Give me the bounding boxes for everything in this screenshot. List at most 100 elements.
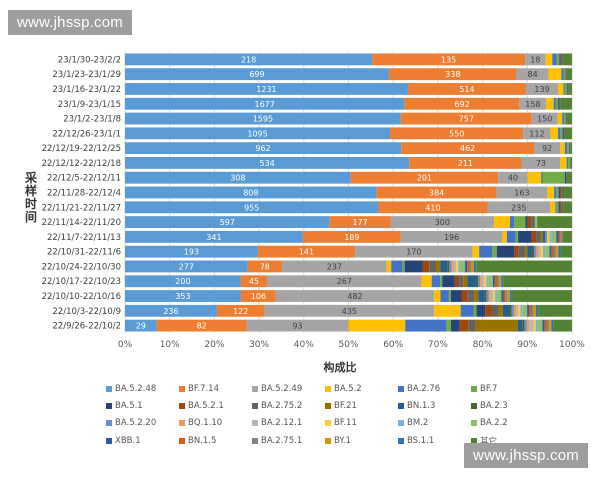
legend-swatch xyxy=(325,420,331,426)
data-label: 193 xyxy=(184,248,199,257)
bar-segment xyxy=(514,216,526,228)
bar-segment xyxy=(558,83,564,95)
legend-label: BA.5.2.20 xyxy=(115,418,157,428)
watermark-bottom: www.jhssp.com xyxy=(464,443,588,468)
bar-segment xyxy=(531,112,558,125)
bar-segment xyxy=(560,142,565,155)
bar-segment xyxy=(519,97,547,110)
bar-segment xyxy=(540,245,543,258)
bar-segment xyxy=(442,275,455,288)
bar-segment xyxy=(560,230,564,243)
chart-legend: BA.5.2.48 BF.7.14 BA.5.2.49 BA.5.2 BA.2.76 BF… xyxy=(106,384,546,447)
legend-label: BF.21 xyxy=(334,401,357,411)
bar-segment xyxy=(534,142,561,155)
bar-segment xyxy=(266,275,422,288)
bar-segment xyxy=(350,171,499,184)
bar-segment xyxy=(302,230,401,243)
bar-segment xyxy=(549,319,552,332)
bar-segment xyxy=(474,260,477,273)
bar-segment xyxy=(545,230,548,243)
legend-swatch xyxy=(471,438,477,444)
bar-segment xyxy=(125,142,402,155)
legend-label: BA.5.2.48 xyxy=(115,384,157,394)
legend-swatch xyxy=(398,403,404,409)
bar-segment xyxy=(404,260,423,273)
data-label: 341 xyxy=(206,233,221,242)
bar-segment xyxy=(492,245,497,258)
bar-segment xyxy=(125,245,258,258)
data-label: 93 xyxy=(292,322,302,331)
bar-segment xyxy=(533,319,536,332)
data-label: 384 xyxy=(429,189,444,198)
legend-item: BY.1 xyxy=(325,435,398,447)
bar-segment xyxy=(506,230,516,243)
data-label: 29 xyxy=(136,322,146,331)
legend-item: BF.11 xyxy=(325,418,398,428)
data-label: 150 xyxy=(537,115,552,124)
bar-segment xyxy=(560,97,572,110)
bar-segment xyxy=(562,127,564,140)
bar-segment xyxy=(125,171,351,184)
bar-segment xyxy=(216,304,265,317)
bar-segment xyxy=(400,230,503,243)
bar-segment xyxy=(482,275,485,288)
x-tick-label: 70% xyxy=(428,340,448,350)
bar-segment xyxy=(548,68,562,81)
legend-swatch xyxy=(179,438,185,444)
bar-segment xyxy=(125,216,330,228)
bar-segment xyxy=(538,304,572,317)
bar-segment xyxy=(463,275,468,288)
bar-segment xyxy=(564,127,572,140)
bar-segment xyxy=(421,275,432,288)
bar-segment xyxy=(390,216,495,228)
data-label: 211 xyxy=(458,159,473,168)
legend-swatch xyxy=(252,403,258,409)
data-label: 135 xyxy=(441,55,456,64)
bar-segment xyxy=(545,53,553,66)
y-tick-label: 22/10/17-22/10/23 xyxy=(42,277,121,287)
bar-segment xyxy=(494,275,498,288)
bar-segment xyxy=(563,201,572,214)
bar-segment xyxy=(552,53,557,66)
bar-segment xyxy=(527,304,530,317)
data-label: 112 xyxy=(529,129,544,138)
bar-segment xyxy=(559,186,562,199)
bar-segment xyxy=(566,68,572,81)
bar-segment xyxy=(525,245,528,258)
bar-segment xyxy=(549,245,552,258)
legend-item: BA.5.2.48 xyxy=(106,384,179,394)
data-label: 201 xyxy=(417,174,432,183)
bar-segment xyxy=(511,290,572,302)
bar-segment xyxy=(518,245,526,258)
data-label: 308 xyxy=(230,174,245,183)
bar-segment xyxy=(240,275,267,288)
legend-swatch xyxy=(325,403,331,409)
y-tick-label: 22/10/24-22/10/30 xyxy=(42,262,121,272)
bar-segment xyxy=(422,260,430,273)
x-tick-label: 20% xyxy=(204,340,224,350)
legend-label: BN.1.3 xyxy=(407,401,436,411)
legend-swatch xyxy=(252,420,258,426)
bar-segment xyxy=(540,230,543,243)
bar-segment xyxy=(465,260,468,273)
y-tick-label: 22/10/10-22/10/16 xyxy=(42,292,121,302)
y-tick-label: 22/12/26-23/1/1 xyxy=(52,129,121,139)
data-label: 757 xyxy=(459,115,474,124)
legend-label: XBB.1 xyxy=(115,436,141,446)
bar-segment xyxy=(405,319,447,332)
legend-item: BS.1.1 xyxy=(398,435,471,447)
bar-segment xyxy=(558,201,560,214)
x-axis-title: 构成比 xyxy=(323,361,357,374)
bar-segment xyxy=(535,319,539,332)
data-label: 84 xyxy=(528,70,538,79)
legend-label: BF.7 xyxy=(480,384,498,394)
bar-segment xyxy=(486,290,489,302)
bar-segment xyxy=(467,290,475,302)
y-tick-label: 22/9/26-22/10/2 xyxy=(52,322,121,332)
bar-segment xyxy=(542,319,545,332)
bar-segment xyxy=(525,53,546,66)
bar-segment xyxy=(440,290,449,302)
y-tick-label: 23/1/30-23/2/2 xyxy=(58,55,121,65)
bar-segment xyxy=(558,230,561,243)
bar-segment xyxy=(558,97,560,110)
